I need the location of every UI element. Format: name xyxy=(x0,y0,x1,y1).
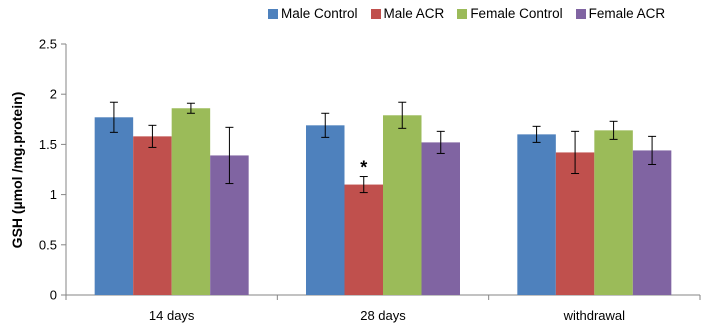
legend-item-male-acr: Male ACR xyxy=(370,6,445,21)
legend-swatch xyxy=(370,8,381,19)
bar xyxy=(517,134,556,295)
legend-label: Female ACR xyxy=(588,6,666,21)
legend-label: Female Control xyxy=(470,6,563,21)
chart-legend: Male Control Male ACR Female Control Fem… xyxy=(268,6,665,21)
bars: * xyxy=(94,101,672,296)
y-tick-label: 1.5 xyxy=(39,137,57,152)
y-tick-label: 0 xyxy=(50,288,57,303)
y-tick-label: 2 xyxy=(50,87,57,102)
bar xyxy=(306,125,345,295)
y-tick-label: 1 xyxy=(50,187,57,202)
y-axis: 0 0.5 1 1.5 2 2.5 xyxy=(39,37,67,303)
bar xyxy=(171,108,211,295)
bar xyxy=(555,152,595,295)
bar xyxy=(632,150,672,295)
bar xyxy=(94,117,134,296)
bar xyxy=(594,130,633,295)
x-tick-label: 14 days xyxy=(149,308,195,323)
legend-swatch xyxy=(268,8,278,19)
bar xyxy=(133,136,172,295)
bar xyxy=(421,142,460,295)
legend-item-female-control: Female Control xyxy=(457,6,563,21)
bar xyxy=(383,115,422,295)
x-axis: 14 days 28 days withdrawal xyxy=(65,294,701,323)
legend-item-male-control: Male Control xyxy=(268,6,358,21)
y-tick-label: 0.5 xyxy=(39,237,57,252)
legend-swatch xyxy=(575,8,586,19)
y-axis-label: GSH (µmol /mg.protein) xyxy=(9,92,25,249)
legend-label: Male Control xyxy=(281,6,358,21)
legend-swatch xyxy=(457,8,468,19)
legend-item-female-acr: Female ACR xyxy=(575,6,666,21)
y-tick-label: 2.5 xyxy=(39,37,57,52)
bar xyxy=(344,184,383,295)
significance-marker: * xyxy=(360,158,367,178)
legend-label: Male ACR xyxy=(383,6,445,21)
x-tick-label: 28 days xyxy=(360,308,406,323)
x-tick-label: withdrawal xyxy=(563,308,626,323)
